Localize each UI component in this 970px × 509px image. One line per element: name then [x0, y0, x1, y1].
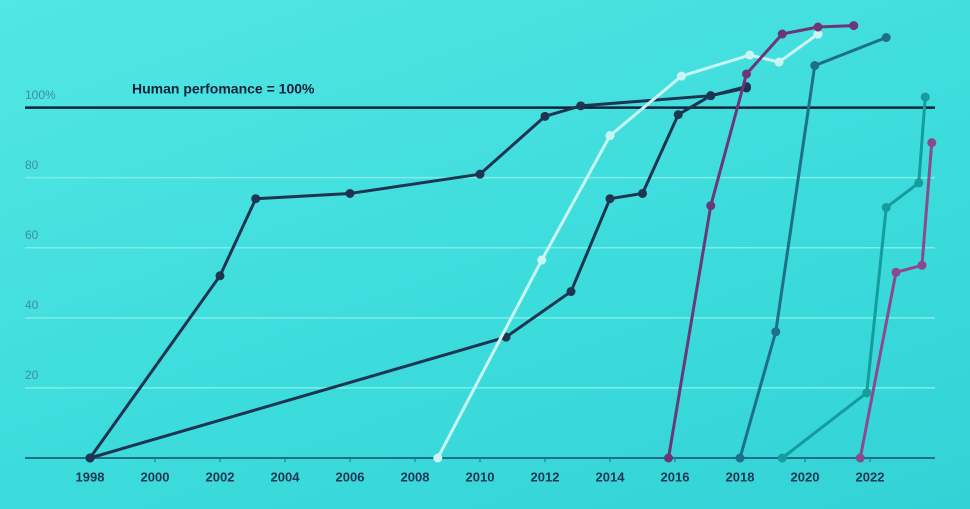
x-tick-label: 2020	[791, 469, 820, 484]
data-point	[706, 201, 716, 211]
data-point	[605, 194, 615, 204]
data-point	[605, 131, 615, 141]
data-point	[855, 453, 865, 463]
x-tick-label: 2002	[206, 469, 235, 484]
y-tick-label: 80	[25, 158, 39, 172]
data-point	[810, 61, 820, 71]
x-tick-label: 2008	[401, 469, 430, 484]
x-tick-label: 2012	[531, 469, 560, 484]
data-point	[576, 101, 586, 111]
data-point	[215, 271, 225, 281]
x-tick-label: 2018	[726, 469, 755, 484]
data-point	[706, 91, 716, 101]
data-point	[914, 178, 924, 188]
x-tick-label: 2010	[466, 469, 495, 484]
data-point	[475, 169, 485, 179]
x-tick-label: 2000	[141, 469, 170, 484]
x-tick-label: 2004	[271, 469, 301, 484]
annotation: Human perfomance = 100%	[132, 81, 315, 97]
data-point	[777, 453, 787, 463]
data-point	[566, 287, 576, 297]
data-point	[927, 138, 937, 148]
data-point	[664, 453, 673, 463]
series-line	[858, 142, 934, 459]
data-point	[891, 267, 901, 277]
series-line	[88, 85, 747, 459]
data-point	[881, 202, 891, 212]
y-tick-label: 20	[25, 368, 39, 382]
data-point	[735, 453, 745, 463]
data-point	[917, 260, 927, 270]
x-tick-label: 1998	[76, 469, 105, 484]
series-line	[738, 36, 887, 459]
data-point	[920, 92, 930, 102]
y-tick-label: 40	[25, 298, 39, 312]
x-tick-label: 2016	[661, 469, 690, 484]
data-point	[862, 388, 872, 398]
series-line	[89, 86, 747, 460]
data-point	[777, 29, 787, 39]
data-point	[345, 188, 355, 198]
data-point	[540, 111, 550, 121]
data-point	[742, 69, 751, 79]
series-line	[667, 24, 854, 459]
data-point	[813, 29, 823, 39]
data-point	[673, 110, 683, 120]
data-point	[433, 453, 443, 463]
data-point	[849, 21, 859, 31]
data-point	[771, 327, 781, 337]
data-point	[881, 33, 891, 43]
data-point	[774, 57, 784, 67]
y-tick-label: 100%	[25, 88, 56, 102]
series-line	[436, 32, 819, 459]
data-point	[85, 453, 95, 463]
data-point	[638, 188, 647, 198]
x-tick-label: 2022	[856, 469, 885, 484]
data-point	[677, 71, 686, 81]
data-point	[813, 22, 823, 32]
data-point	[251, 194, 261, 204]
x-tick-label: 2006	[336, 469, 365, 484]
y-tick-label: 60	[25, 228, 39, 242]
data-point	[745, 50, 755, 60]
x-tick-label: 2014	[596, 469, 626, 484]
data-point	[537, 255, 547, 265]
